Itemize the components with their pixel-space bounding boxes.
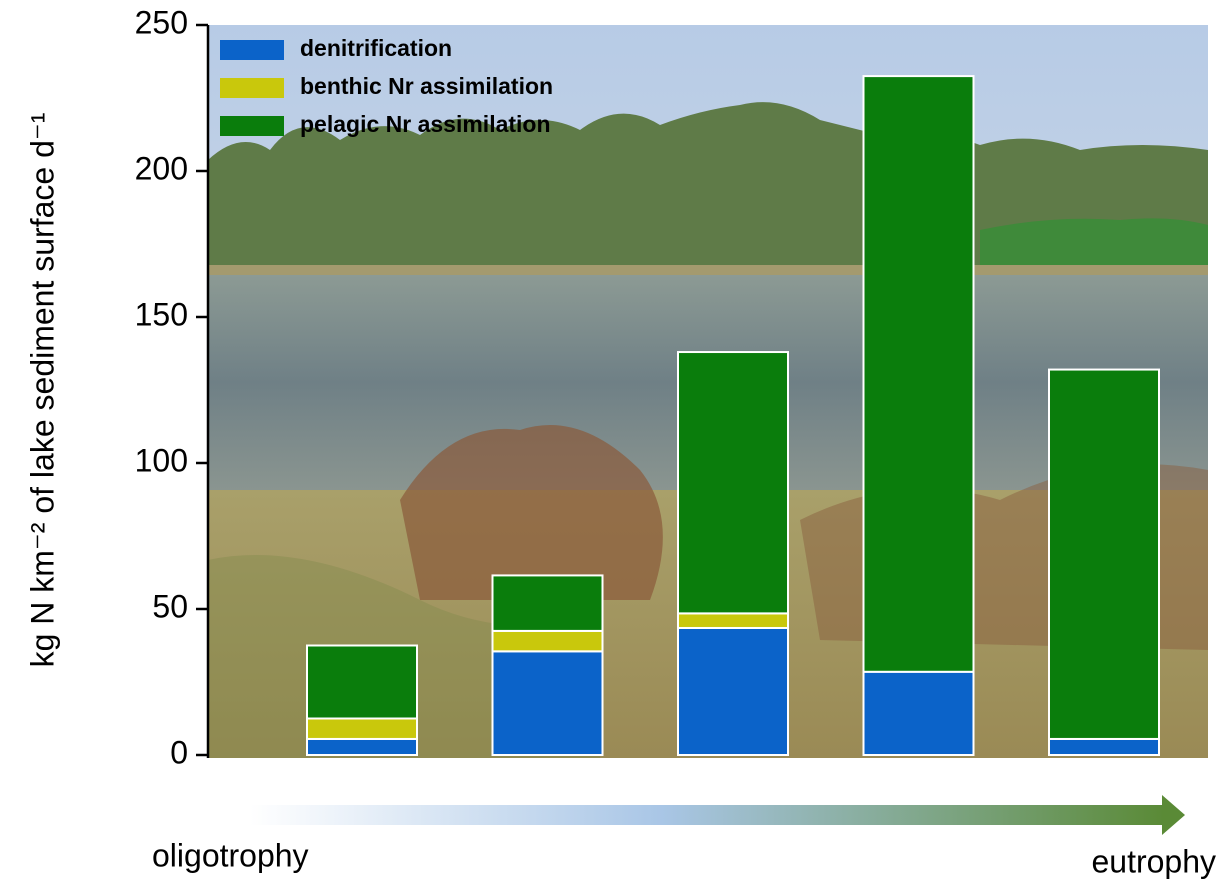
y-axis-label: kg N km⁻² of lake sediment surface d⁻¹	[24, 113, 60, 668]
y-tick-label: 200	[135, 150, 188, 186]
trophic-arrow	[250, 795, 1185, 835]
legend-swatch	[220, 40, 284, 60]
bar-segment	[864, 672, 974, 755]
bar-segment	[307, 739, 417, 755]
bar-segment	[493, 651, 603, 755]
bar-segment	[307, 719, 417, 739]
bar-segment	[1049, 370, 1159, 739]
annotation-end: eutrophy	[1091, 843, 1216, 879]
y-tick-label: 250	[135, 4, 188, 40]
legend-label: benthic Nr assimilation	[300, 73, 553, 99]
bar-segment	[307, 646, 417, 719]
bar-segment	[678, 613, 788, 628]
bar-segment	[678, 352, 788, 613]
legend-swatch	[220, 116, 284, 136]
y-tick-label: 100	[135, 442, 188, 478]
legend-swatch	[220, 78, 284, 98]
bar-segment	[1049, 739, 1159, 755]
bar-segment	[493, 575, 603, 630]
legend-label: denitrification	[300, 35, 452, 61]
bar-segment	[678, 628, 788, 755]
y-tick-label: 0	[170, 734, 188, 770]
bar-segment	[864, 76, 974, 672]
y-tick-label: 50	[152, 588, 188, 624]
legend-label: pelagic Nr assimilation	[300, 111, 551, 137]
bar-segment	[493, 631, 603, 651]
chart: 0 50 100 150 200 250 denitrification benthic N…	[0, 0, 1224, 887]
annotation-start: oligotrophy	[152, 837, 309, 873]
y-tick-label: 150	[135, 296, 188, 332]
